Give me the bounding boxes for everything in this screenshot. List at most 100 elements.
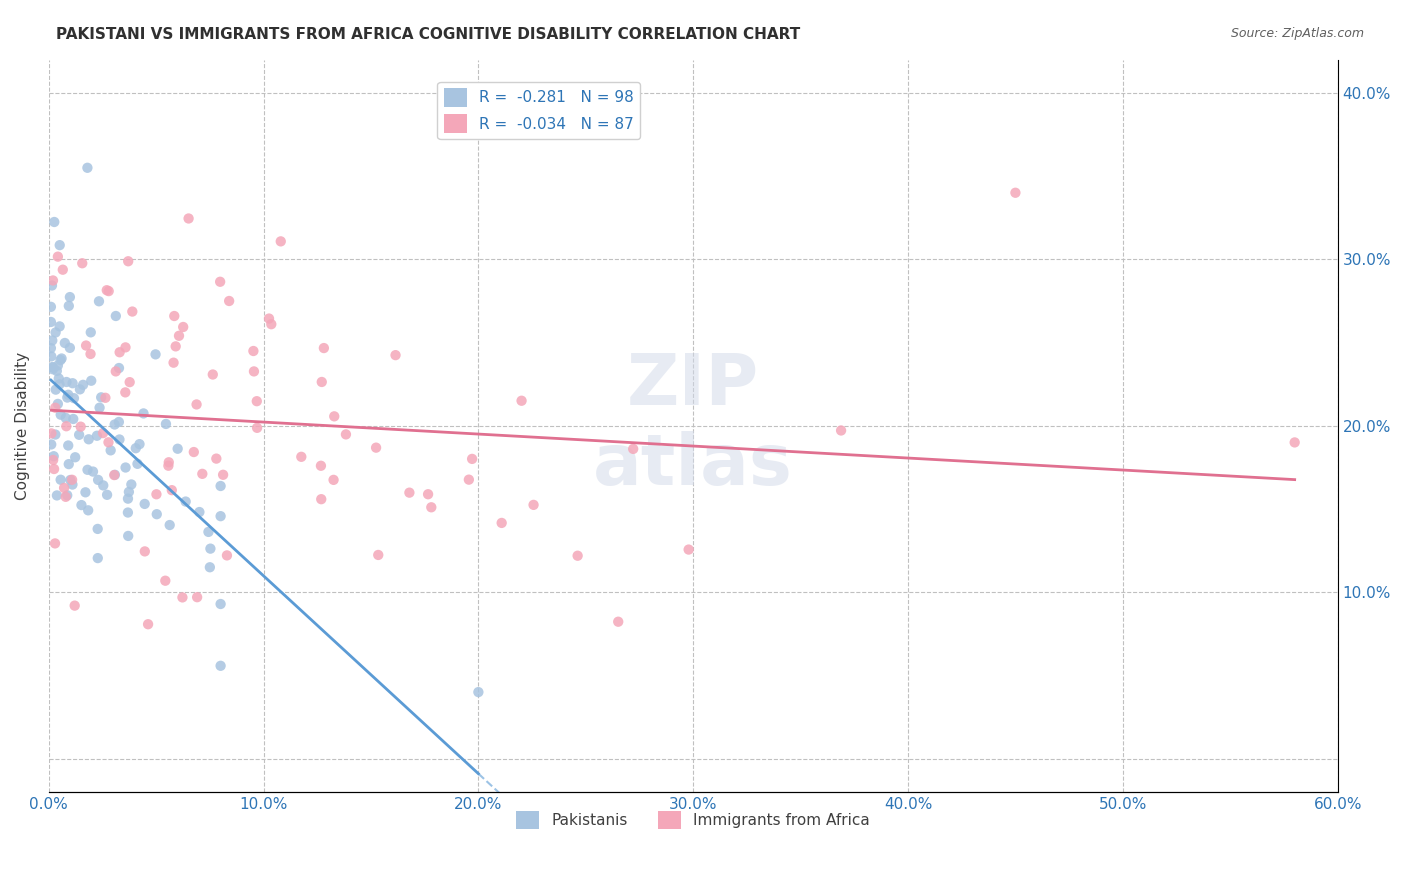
Immigrants from Africa <box>121 304 143 318</box>
Pakistanis <box>125 441 148 455</box>
Immigrants from Africa <box>322 473 344 487</box>
Pakistanis <box>42 449 65 463</box>
Pakistanis <box>108 361 131 376</box>
Pakistanis <box>127 457 149 471</box>
Pakistanis <box>117 491 139 506</box>
Pakistanis <box>62 477 84 491</box>
Pakistanis <box>86 429 108 443</box>
Pakistanis <box>82 465 104 479</box>
Immigrants from Africa <box>567 549 589 563</box>
Pakistanis <box>104 417 127 432</box>
Pakistanis <box>41 278 63 293</box>
Immigrants from Africa <box>91 426 114 441</box>
Pakistanis <box>39 350 62 364</box>
Immigrants from Africa <box>155 574 177 588</box>
Pakistanis <box>188 505 211 519</box>
Pakistanis <box>59 473 82 487</box>
Immigrants from Africa <box>42 273 65 287</box>
Immigrants from Africa <box>104 364 127 378</box>
Pakistanis <box>128 437 150 451</box>
Immigrants from Africa <box>678 542 700 557</box>
Immigrants from Africa <box>384 348 406 362</box>
Pakistanis <box>56 488 79 502</box>
Immigrants from Africa <box>79 347 101 361</box>
Pakistanis <box>198 560 221 574</box>
Immigrants from Africa <box>114 385 136 400</box>
Pakistanis <box>159 518 181 533</box>
Pakistanis <box>42 362 65 376</box>
Pakistanis <box>77 432 100 446</box>
Pakistanis <box>117 506 139 520</box>
Immigrants from Africa <box>183 445 205 459</box>
Pakistanis <box>45 488 67 502</box>
Immigrants from Africa <box>94 391 117 405</box>
Pakistanis <box>59 341 82 355</box>
Pakistanis <box>44 427 66 442</box>
Pakistanis <box>53 336 76 351</box>
Immigrants from Africa <box>607 615 630 629</box>
Pakistanis <box>166 442 188 456</box>
Immigrants from Africa <box>201 368 224 382</box>
Immigrants from Africa <box>416 487 439 501</box>
Immigrants from Africa <box>209 275 232 289</box>
Immigrants from Africa <box>398 485 420 500</box>
Immigrants from Africa <box>309 458 332 473</box>
Immigrants from Africa <box>510 393 533 408</box>
Immigrants from Africa <box>212 467 235 482</box>
Pakistanis <box>39 315 62 329</box>
Pakistanis <box>63 391 86 405</box>
Immigrants from Africa <box>172 591 194 605</box>
Immigrants from Africa <box>118 375 141 389</box>
Immigrants from Africa <box>60 473 83 487</box>
Immigrants from Africa <box>42 462 65 476</box>
Pakistanis <box>75 485 97 500</box>
Pakistanis <box>104 309 127 323</box>
Immigrants from Africa <box>420 500 443 515</box>
Immigrants from Africa <box>323 409 346 424</box>
Immigrants from Africa <box>44 536 66 550</box>
Pakistanis <box>209 597 232 611</box>
Immigrants from Africa <box>117 254 139 268</box>
Immigrants from Africa <box>205 451 228 466</box>
Pakistanis <box>76 161 98 175</box>
Pakistanis <box>87 473 110 487</box>
Pakistanis <box>46 359 69 373</box>
Pakistanis <box>76 463 98 477</box>
Pakistanis <box>90 390 112 404</box>
Pakistanis <box>45 383 67 397</box>
Pakistanis <box>55 375 77 389</box>
Pakistanis <box>39 300 62 314</box>
Pakistanis <box>87 294 110 309</box>
Pakistanis <box>58 388 80 402</box>
Immigrants from Africa <box>53 481 76 495</box>
Immigrants from Africa <box>215 549 238 563</box>
Immigrants from Africa <box>46 250 69 264</box>
Pakistanis <box>49 408 72 422</box>
Pakistanis <box>48 371 70 385</box>
Immigrants from Africa <box>172 320 194 334</box>
Text: Source: ZipAtlas.com: Source: ZipAtlas.com <box>1230 27 1364 40</box>
Pakistanis <box>48 377 70 392</box>
Immigrants from Africa <box>242 344 264 359</box>
Immigrants from Africa <box>160 483 183 498</box>
Immigrants from Africa <box>257 311 280 326</box>
Pakistanis <box>48 319 70 334</box>
Pakistanis <box>42 360 65 375</box>
Pakistanis <box>104 467 127 482</box>
Immigrants from Africa <box>114 340 136 354</box>
Text: ZIP
atlas: ZIP atlas <box>593 351 793 500</box>
Immigrants from Africa <box>177 211 200 226</box>
Immigrants from Africa <box>246 421 269 435</box>
Legend: Pakistanis, Immigrants from Africa: Pakistanis, Immigrants from Africa <box>510 805 876 836</box>
Immigrants from Africa <box>457 473 479 487</box>
Pakistanis <box>134 497 156 511</box>
Immigrants from Africa <box>157 458 180 473</box>
Pakistanis <box>120 477 142 491</box>
Immigrants from Africa <box>55 490 77 504</box>
Pakistanis <box>44 215 66 229</box>
Pakistanis <box>117 529 139 543</box>
Y-axis label: Cognitive Disability: Cognitive Disability <box>15 351 30 500</box>
Immigrants from Africa <box>461 451 484 466</box>
Pakistanis <box>108 433 131 447</box>
Pakistanis <box>467 685 489 699</box>
